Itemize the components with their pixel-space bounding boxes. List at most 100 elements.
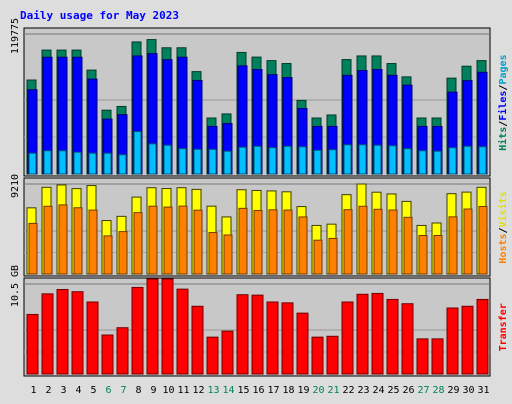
series-transfer (26, 278, 489, 375)
x-tick-day-16: 16 (252, 385, 264, 396)
bar-transfer-day-6 (101, 334, 114, 375)
x-tick-day-31: 31 (477, 385, 489, 396)
bar-hosts-day-5 (88, 209, 98, 275)
bar-pages-day-31 (478, 146, 487, 175)
bar-pages-day-12 (193, 148, 202, 175)
bar-pages-day-5 (88, 152, 97, 175)
bar-hosts-day-7 (118, 231, 128, 275)
bar-hosts-day-22 (343, 209, 353, 275)
bar-transfer-day-4 (71, 291, 84, 375)
side-label-part: / (498, 227, 509, 233)
bar-hosts-day-2 (43, 205, 53, 275)
side-label-part: Transfer (498, 303, 509, 351)
bar-hosts-day-20 (313, 239, 323, 275)
x-tick-day-8: 8 (135, 385, 141, 396)
bar-pages-day-11 (178, 148, 187, 175)
bar-transfer-day-22 (341, 301, 354, 375)
x-tick-day-30: 30 (462, 385, 474, 396)
y-max-label: 10.5 GB (10, 265, 21, 307)
panel-hosts-visits: 9210 Hosts/Visits (10, 174, 509, 277)
side-label-part: / (498, 121, 509, 127)
x-tick-day-9: 9 (150, 385, 156, 396)
bar-pages-day-19 (298, 146, 307, 175)
bar-hosts-day-23 (358, 205, 368, 275)
bar-pages-day-22 (343, 144, 352, 175)
bar-pages-day-10 (163, 144, 172, 175)
x-tick-day-11: 11 (177, 385, 189, 396)
bar-hosts-day-25 (388, 209, 398, 275)
bar-transfer-day-27 (416, 338, 429, 375)
side-label-hits-files-pages: Hits/Files/Pages (497, 54, 509, 150)
x-tick-day-3: 3 (60, 385, 66, 396)
bar-transfer-day-7 (116, 327, 129, 375)
bar-hosts-day-27 (418, 234, 428, 275)
x-tick-day-26: 26 (402, 385, 414, 396)
bar-transfer-day-23 (356, 293, 369, 375)
bar-transfer-day-17 (266, 301, 279, 375)
bar-hosts-day-13 (208, 232, 218, 275)
x-tick-day-21: 21 (327, 385, 339, 396)
bar-transfer-day-24 (371, 292, 384, 375)
bar-pages-day-13 (208, 148, 217, 175)
x-tick-day-5: 5 (90, 385, 96, 396)
bar-pages-day-3 (58, 150, 67, 175)
bar-pages-day-28 (433, 150, 442, 175)
bar-pages-day-23 (358, 144, 367, 175)
side-label-hosts-visits: Hosts/Visits (497, 191, 509, 263)
bar-hosts-day-11 (178, 205, 188, 275)
side-label-part: Files (497, 91, 509, 121)
bar-pages-day-6 (103, 152, 112, 175)
bar-pages-day-14 (223, 150, 232, 175)
bar-hosts-day-15 (238, 207, 248, 275)
bar-pages-day-26 (403, 148, 412, 175)
panel-transfer: 10.5 GB Transfer (10, 265, 509, 377)
bar-hosts-day-6 (103, 235, 113, 275)
bar-hosts-day-29 (448, 216, 458, 275)
x-tick-day-20: 20 (312, 385, 324, 396)
panel-hits-files-pages: 119775 Hits/Files/Pages (10, 18, 509, 177)
x-tick-day-14: 14 (222, 385, 234, 396)
side-label-part: Visits (497, 191, 509, 227)
bar-transfer-day-29 (446, 307, 459, 375)
bar-pages-day-2 (43, 150, 52, 175)
x-tick-day-19: 19 (297, 385, 309, 396)
bar-transfer-day-13 (206, 336, 219, 375)
x-tick-day-25: 25 (387, 385, 399, 396)
x-tick-day-2: 2 (45, 385, 51, 396)
bar-pages-day-21 (328, 149, 337, 175)
bar-transfer-day-3 (56, 288, 69, 375)
bar-hosts-day-24 (373, 208, 383, 275)
bar-transfer-day-19 (296, 312, 309, 375)
x-tick-day-27: 27 (417, 385, 429, 396)
bar-hosts-day-21 (328, 237, 338, 275)
bar-pages-day-7 (118, 154, 127, 175)
y-max-label: 119775 (10, 18, 21, 54)
x-tick-day-15: 15 (237, 385, 249, 396)
x-tick-day-10: 10 (162, 385, 174, 396)
side-label-transfer: Transfer (498, 303, 509, 351)
bar-transfer-day-25 (386, 298, 399, 375)
bar-pages-day-27 (418, 150, 427, 175)
x-tick-day-22: 22 (342, 385, 354, 396)
bar-hosts-day-17 (268, 209, 278, 275)
bar-hosts-day-9 (148, 205, 158, 275)
bar-hosts-day-28 (433, 234, 443, 275)
bar-transfer-day-16 (251, 294, 264, 375)
bar-transfer-day-12 (191, 305, 204, 375)
bar-transfer-day-26 (401, 303, 414, 375)
bar-pages-day-17 (268, 147, 277, 175)
x-tick-day-18: 18 (282, 385, 294, 396)
x-tick-day-23: 23 (357, 385, 369, 396)
bar-pages-day-1 (28, 152, 37, 175)
bar-hosts-day-8 (133, 212, 143, 275)
bar-pages-day-25 (388, 145, 397, 175)
x-tick-day-13: 13 (207, 385, 219, 396)
bar-transfer-day-1 (26, 313, 39, 375)
bar-hosts-day-10 (163, 206, 173, 275)
bar-hosts-day-3 (58, 204, 68, 275)
bar-pages-day-29 (448, 147, 457, 175)
bar-transfer-day-11 (176, 288, 189, 375)
side-label-part: Hits (497, 127, 509, 151)
bar-transfer-day-30 (461, 305, 474, 375)
